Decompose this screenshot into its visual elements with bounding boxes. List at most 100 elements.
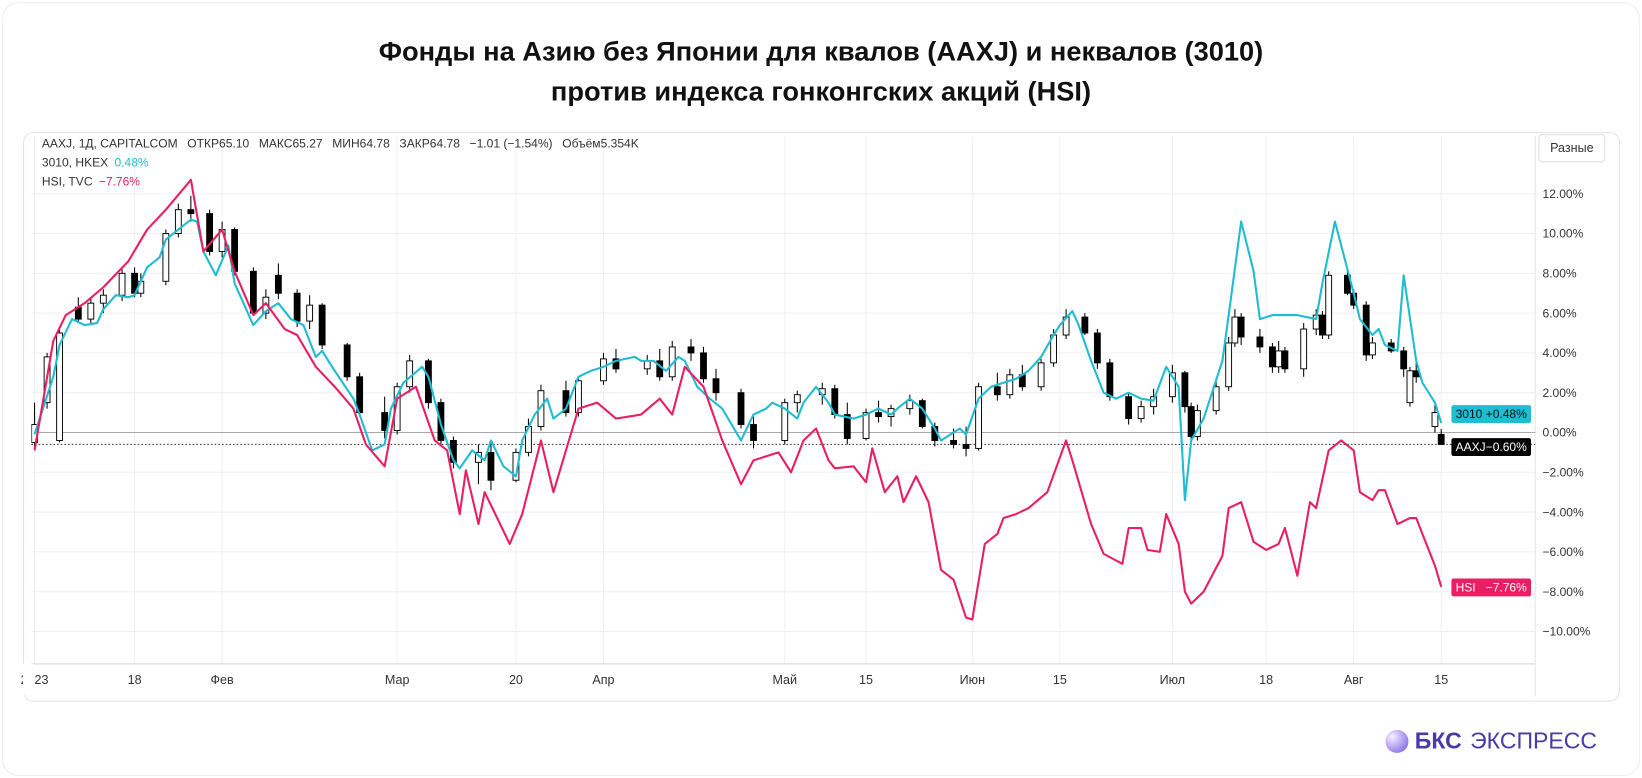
price-label-value: −7.76% xyxy=(1486,581,1527,595)
aaxj-candle xyxy=(274,263,282,300)
aaxj-candle xyxy=(1275,340,1283,373)
candle-body xyxy=(1225,342,1233,388)
candle-body xyxy=(1106,362,1114,398)
logo-orb-icon xyxy=(1385,729,1409,753)
legend-hsi-value: −7.76% xyxy=(98,175,140,189)
candle-body xyxy=(318,304,326,346)
series-group xyxy=(31,178,1445,621)
legend-hsi-symbol: HSI, TVC xyxy=(41,175,93,189)
candle-body xyxy=(906,400,914,410)
aaxj-candle xyxy=(475,444,482,485)
candle-body xyxy=(1437,434,1445,445)
aaxj-candle xyxy=(700,346,707,383)
price-label-3010: 3010 +0.48% xyxy=(1451,405,1532,423)
price-label-hsi: HSI −7.76% xyxy=(1451,578,1532,597)
x-tick-label: 20 xyxy=(509,673,523,687)
candle-body xyxy=(843,414,851,439)
aaxj-candle xyxy=(1406,366,1414,407)
chart-title-line-1: Фонды на Азию без Японии для квалов (AAX… xyxy=(378,35,1264,68)
candle-body xyxy=(1093,332,1101,364)
candle-body xyxy=(56,332,63,441)
price-label-name: AAXJ xyxy=(1456,440,1486,454)
aaxj-candle xyxy=(487,442,495,491)
legend-3010-value: 0.48% xyxy=(114,157,149,170)
aaxj-candle xyxy=(1212,380,1220,415)
aaxj-candle xyxy=(1231,309,1239,347)
candle-body xyxy=(1400,350,1408,370)
legend-high: МАКС65.27 xyxy=(258,138,323,151)
price-label-value: −0.60% xyxy=(1486,440,1527,454)
aaxj-candle xyxy=(1037,358,1045,391)
scale-mode-button[interactable]: Разные xyxy=(1538,134,1606,163)
x-tick-label: 15 xyxy=(859,673,873,687)
candle-body xyxy=(962,443,970,449)
candle-body xyxy=(793,394,801,404)
aaxj-candle xyxy=(781,398,789,445)
aaxj-candle xyxy=(600,352,607,385)
price-label-box xyxy=(1451,438,1532,456)
legend-volume: Объём5.354K xyxy=(562,138,639,151)
y-tick-label: −4.00% xyxy=(1543,505,1584,519)
aaxj-candle xyxy=(1006,368,1014,399)
x-tick-label: Фев xyxy=(211,673,235,687)
aaxj-candle xyxy=(1437,429,1445,445)
aaxj-candle xyxy=(1018,364,1026,391)
aaxj-candle xyxy=(406,354,414,393)
x-tick-label: Апр xyxy=(592,673,614,687)
aaxj-candle xyxy=(1319,311,1326,339)
candle-body xyxy=(700,352,707,380)
candle-body xyxy=(1300,328,1308,370)
candle-body xyxy=(1231,316,1239,344)
aaxj-candle xyxy=(1325,271,1333,339)
y-tick-label: −10.00% xyxy=(1543,625,1591,639)
candle-body xyxy=(1006,374,1014,396)
aaxj-candle xyxy=(393,382,401,435)
candle-body xyxy=(393,386,401,431)
candle-body xyxy=(487,451,495,481)
legend-hsi[interactable]: HSI, TVC −7.76% xyxy=(42,176,146,189)
aaxj-candle xyxy=(1400,346,1408,377)
logo-text-bold: БКС xyxy=(1414,727,1462,754)
candle-body xyxy=(612,358,620,370)
aaxj-candle xyxy=(74,297,82,324)
x-tick-label: 15 xyxy=(1434,673,1448,687)
candle-body xyxy=(750,424,757,441)
x-tick-label: Май xyxy=(772,673,797,687)
candle-body xyxy=(1319,314,1326,336)
candle-body xyxy=(1325,274,1333,336)
aaxj-candle xyxy=(737,388,745,429)
candle-body xyxy=(950,439,957,445)
aaxj-candle xyxy=(206,209,214,256)
price-label-name: HSI xyxy=(1456,581,1476,595)
candle-body xyxy=(293,292,301,322)
bks-express-logo: БКС ЭКСПРЕСС xyxy=(1385,728,1597,755)
candle-body xyxy=(1269,346,1276,368)
aaxj-candle xyxy=(1300,323,1308,377)
y-tick-label: −2.00% xyxy=(1543,465,1584,479)
legend-main[interactable]: AAXJ, 1Д, CAPITALCOM ОТКР65.10 МАКС65.27… xyxy=(42,138,645,151)
y-tick-label: 2.00% xyxy=(1543,386,1577,400)
y-tick-label: 10.00% xyxy=(1543,227,1584,241)
candle-body xyxy=(712,378,720,394)
legend-3010[interactable]: 3010, HKEX 0.48% xyxy=(42,157,155,170)
aaxj-candle xyxy=(1125,392,1133,425)
candle-body xyxy=(1406,370,1414,404)
candle-body xyxy=(1137,406,1145,420)
candle-body xyxy=(875,412,882,418)
aaxj-candle xyxy=(1269,342,1276,373)
candle-body xyxy=(993,386,1001,396)
candle-body xyxy=(343,344,351,378)
candle-body xyxy=(1369,342,1376,356)
candle-body xyxy=(862,412,870,439)
candle-body xyxy=(575,380,582,414)
aaxj-candle xyxy=(793,390,801,413)
x-tick-label: Мар xyxy=(385,673,410,687)
y-tick-label: −8.00% xyxy=(1543,585,1584,599)
aaxj-candle xyxy=(1281,346,1289,373)
candle-body xyxy=(174,209,182,234)
aaxj-candle xyxy=(1237,313,1245,345)
candle-body xyxy=(687,346,695,354)
candle-body xyxy=(1237,316,1245,338)
candle-body xyxy=(162,233,170,282)
